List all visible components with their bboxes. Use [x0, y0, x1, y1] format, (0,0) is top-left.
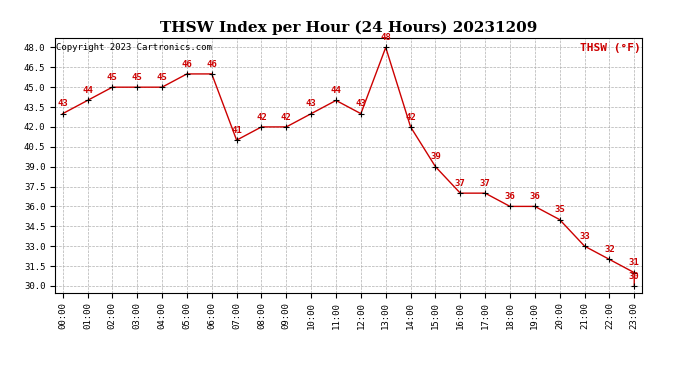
Text: 43: 43 [355, 99, 366, 108]
Text: 45: 45 [107, 73, 118, 82]
Text: 43: 43 [57, 99, 68, 108]
Text: 44: 44 [331, 86, 342, 95]
Text: 46: 46 [181, 60, 193, 69]
Text: 36: 36 [504, 192, 515, 201]
Text: 39: 39 [430, 152, 441, 161]
Text: 46: 46 [206, 60, 217, 69]
Text: 41: 41 [231, 126, 242, 135]
Text: 36: 36 [529, 192, 540, 201]
Text: 31: 31 [629, 258, 640, 267]
Text: 37: 37 [480, 179, 491, 188]
Text: 43: 43 [306, 99, 317, 108]
Text: 44: 44 [82, 86, 93, 95]
Text: 30: 30 [629, 272, 640, 280]
Text: 42: 42 [256, 112, 267, 122]
Text: Copyright 2023 Cartronics.com: Copyright 2023 Cartronics.com [57, 43, 213, 52]
Text: 32: 32 [604, 245, 615, 254]
Text: 45: 45 [157, 73, 168, 82]
Text: THSW (°F): THSW (°F) [580, 43, 640, 52]
Text: 48: 48 [380, 33, 391, 42]
Text: 35: 35 [554, 206, 565, 214]
Text: 42: 42 [281, 112, 292, 122]
Title: THSW Index per Hour (24 Hours) 20231209: THSW Index per Hour (24 Hours) 20231209 [160, 21, 537, 35]
Text: 45: 45 [132, 73, 143, 82]
Text: 37: 37 [455, 179, 466, 188]
Text: 33: 33 [579, 232, 590, 241]
Text: 42: 42 [405, 112, 416, 122]
